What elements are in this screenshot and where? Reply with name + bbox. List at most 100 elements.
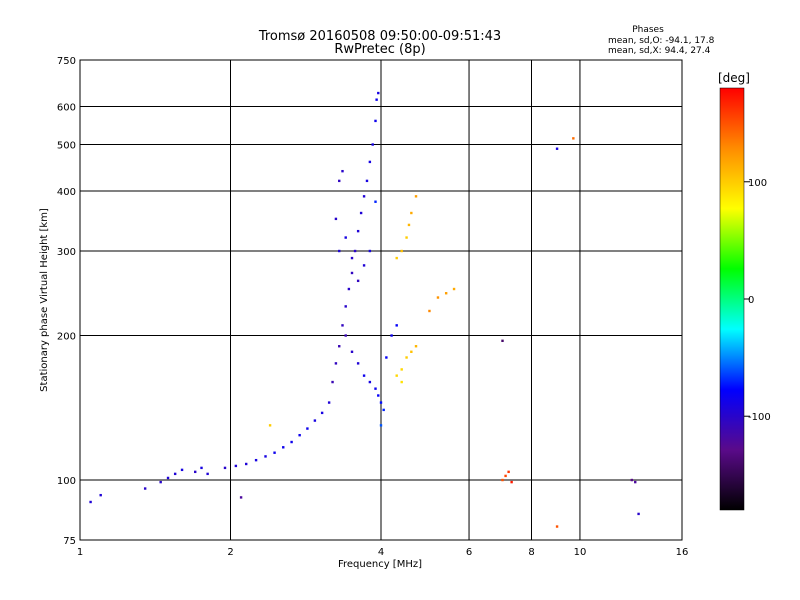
data-point xyxy=(200,466,203,470)
data-point xyxy=(368,380,372,384)
data-point xyxy=(362,374,366,377)
data-point xyxy=(180,468,184,472)
y-tick-label: 200 xyxy=(57,332,76,343)
data-point xyxy=(206,472,209,476)
data-point xyxy=(374,119,377,123)
data-point xyxy=(501,339,504,343)
data-point xyxy=(159,480,162,484)
data-point xyxy=(268,424,272,427)
data-point xyxy=(362,264,366,267)
data-point xyxy=(572,137,575,140)
data-point xyxy=(379,424,383,427)
data-point xyxy=(143,487,147,490)
x-tick-label: 2 xyxy=(227,547,233,558)
data-point xyxy=(327,401,331,404)
data-point xyxy=(375,98,378,101)
data-point xyxy=(501,478,504,482)
y-tick-label: 300 xyxy=(57,247,76,258)
data-point xyxy=(390,334,393,337)
data-point xyxy=(341,324,344,327)
data-point xyxy=(89,500,92,504)
data-point xyxy=(395,324,398,327)
data-point xyxy=(239,496,243,499)
chart-subtitle: RwPretec (8p) xyxy=(334,42,425,57)
data-point xyxy=(359,211,363,215)
data-point xyxy=(444,292,448,295)
colorbar-label: [deg] xyxy=(718,71,750,85)
data-point xyxy=(341,169,344,173)
y-tick-label: 500 xyxy=(57,141,76,152)
data-point xyxy=(371,143,374,146)
data-point xyxy=(350,271,354,275)
colorbar-tick-label: 100 xyxy=(748,178,767,189)
data-point xyxy=(504,474,507,478)
data-point xyxy=(637,512,640,516)
data-point xyxy=(350,350,354,353)
data-point xyxy=(173,472,177,476)
data-point xyxy=(555,147,559,150)
axis-ticks: 1 2 4 6 8 10 16 75 100 200 300 400 500 600 750 xyxy=(57,56,688,558)
y-tick-label: 600 xyxy=(57,103,76,114)
data-point xyxy=(377,394,380,397)
colorbar-tick-label: 0 xyxy=(748,295,754,306)
data-point xyxy=(290,440,293,444)
data-point xyxy=(400,249,403,253)
x-axis-label: Frequency [MHz] xyxy=(338,559,422,570)
data-point xyxy=(382,408,385,412)
data-point xyxy=(334,217,338,221)
x-tick-label: 6 xyxy=(466,547,472,558)
data-point xyxy=(338,179,341,183)
phase-stats-o: mean, sd,O: -94.1, 17.8 xyxy=(608,36,715,46)
data-point xyxy=(374,387,377,390)
data-point xyxy=(356,362,360,365)
data-point xyxy=(452,287,456,291)
data-point xyxy=(273,451,276,454)
data-point xyxy=(634,480,637,484)
data-point xyxy=(282,446,285,449)
colorbar-ticks: -100 0 100 xyxy=(744,178,771,423)
colorbar-tick-label: -100 xyxy=(748,412,771,423)
scatter-points xyxy=(89,91,640,528)
data-point xyxy=(99,493,102,497)
colorbar xyxy=(719,87,745,511)
x-tick-label: 16 xyxy=(676,547,689,558)
data-point xyxy=(410,211,413,215)
data-point xyxy=(166,476,170,480)
y-tick-label: 100 xyxy=(57,476,76,487)
data-point xyxy=(356,279,360,283)
data-point xyxy=(254,458,258,462)
data-point xyxy=(313,419,317,422)
data-point xyxy=(507,470,510,474)
data-point xyxy=(264,455,267,458)
y-axis-label: Stationary phase Virtual Height [km] xyxy=(39,208,50,392)
data-point xyxy=(400,368,403,371)
data-point xyxy=(344,334,347,337)
data-point xyxy=(428,309,431,313)
phase-stats-x: mean, sd,X: 94.4, 27.4 xyxy=(608,46,711,56)
data-point xyxy=(377,91,380,95)
data-point xyxy=(320,411,324,415)
x-tick-label: 4 xyxy=(378,547,384,558)
data-point xyxy=(436,296,440,299)
data-point xyxy=(414,195,418,198)
data-point xyxy=(347,287,351,291)
x-tick-label: 1 xyxy=(77,547,83,558)
data-point xyxy=(353,249,357,253)
data-point xyxy=(334,362,338,365)
data-point xyxy=(362,195,366,198)
data-point xyxy=(306,427,309,430)
data-point xyxy=(510,480,513,484)
data-point xyxy=(410,350,413,353)
data-point xyxy=(338,249,341,253)
data-point xyxy=(331,380,334,384)
y-tick-label: 750 xyxy=(57,56,76,67)
data-point xyxy=(344,236,347,239)
data-point xyxy=(400,380,403,384)
data-point xyxy=(356,229,360,233)
data-point xyxy=(245,462,248,466)
data-point xyxy=(234,464,238,468)
x-tick-label: 8 xyxy=(528,547,534,558)
x-tick-label: 10 xyxy=(574,547,587,558)
data-point xyxy=(365,179,369,183)
